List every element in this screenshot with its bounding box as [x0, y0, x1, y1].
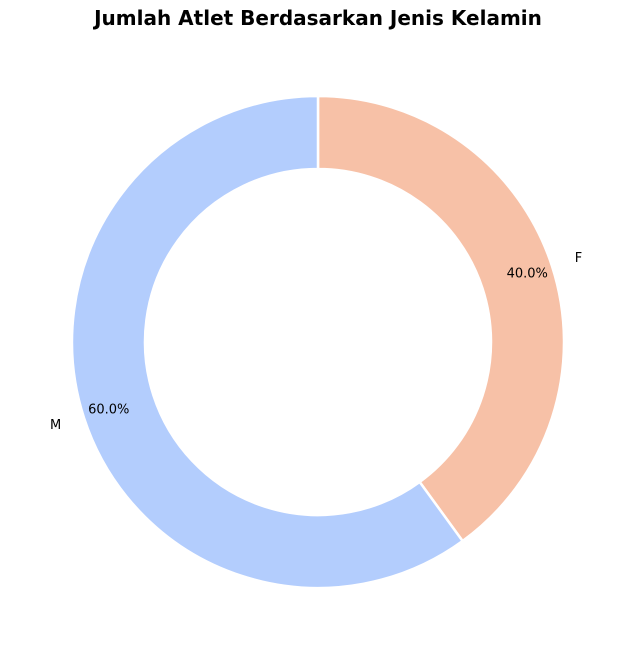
category-label-m: M	[50, 418, 61, 433]
slice-group	[70, 94, 566, 590]
percent-label-f: 40.0%	[507, 267, 548, 282]
slice-f	[316, 94, 566, 543]
category-label-f: F	[575, 251, 582, 266]
slice-m	[70, 94, 465, 590]
chart-title: Jumlah Atlet Berdasarkan Jenis Kelamin	[94, 6, 542, 30]
label-group: 40.0% F 60.0% M	[50, 251, 582, 433]
percent-label-m: 60.0%	[88, 402, 129, 417]
